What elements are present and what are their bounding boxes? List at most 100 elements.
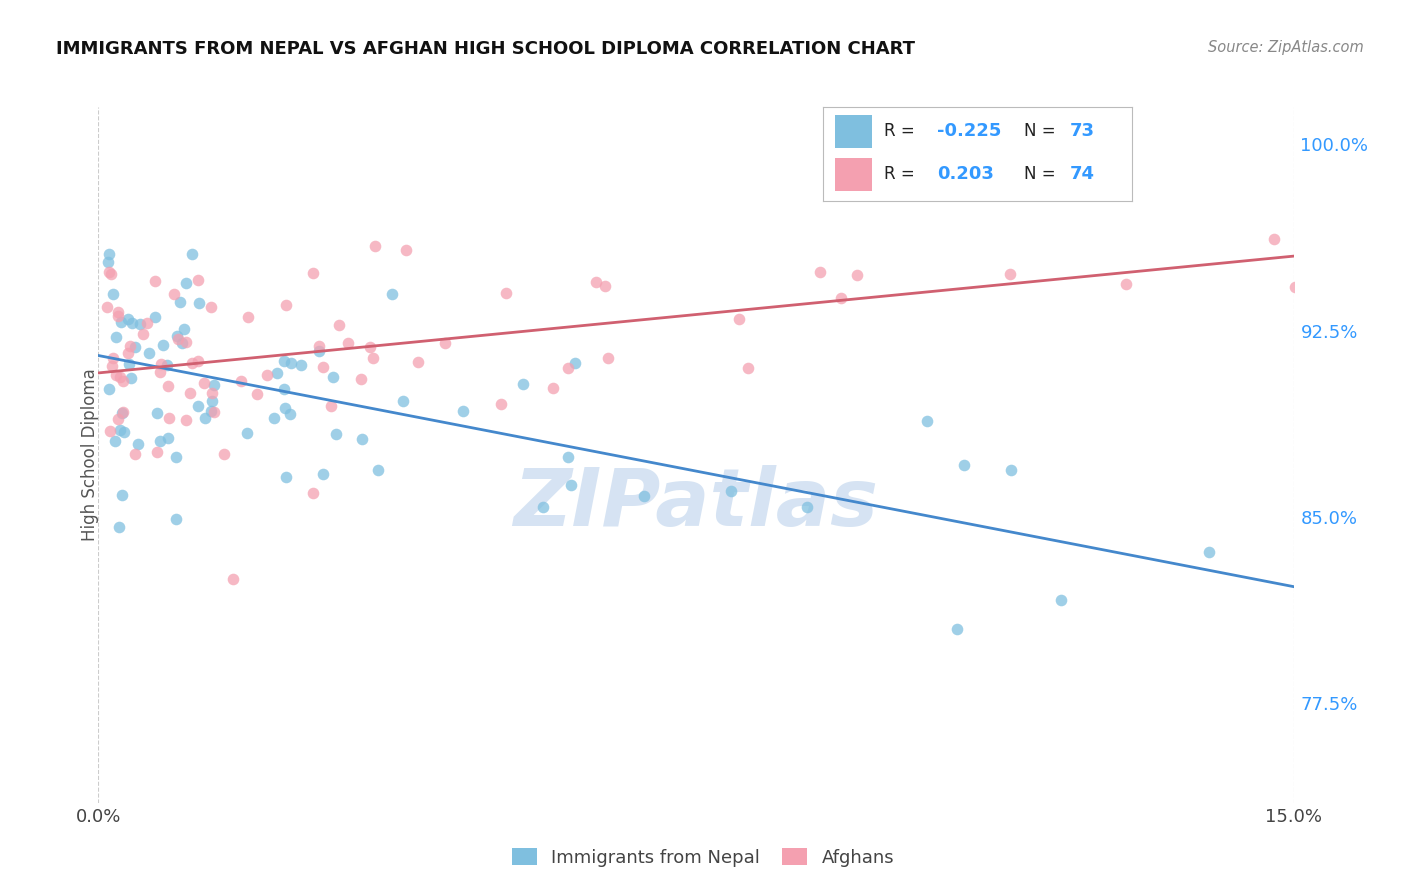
Point bbox=[491, 397, 513, 411]
Point bbox=[1000, 463, 1022, 477]
Point bbox=[302, 266, 325, 280]
Point bbox=[124, 340, 146, 354]
Point bbox=[350, 371, 373, 385]
Point bbox=[1284, 280, 1306, 294]
Point bbox=[512, 377, 534, 392]
Point bbox=[1050, 592, 1073, 607]
Text: R =: R = bbox=[884, 166, 925, 184]
Point bbox=[187, 273, 209, 287]
Point bbox=[193, 376, 215, 390]
Point bbox=[165, 450, 187, 464]
Point bbox=[107, 412, 129, 426]
Point bbox=[117, 312, 139, 326]
Text: 74: 74 bbox=[1070, 166, 1095, 184]
Point bbox=[112, 375, 135, 389]
Point bbox=[1000, 267, 1022, 281]
Point bbox=[352, 432, 374, 446]
Point bbox=[202, 405, 225, 419]
Point bbox=[406, 354, 429, 368]
Text: N =: N = bbox=[1024, 122, 1060, 140]
Point bbox=[308, 344, 330, 359]
Point bbox=[101, 351, 124, 365]
Point bbox=[395, 243, 418, 257]
Point bbox=[107, 520, 129, 534]
Point bbox=[143, 310, 166, 324]
Point bbox=[108, 370, 131, 384]
Point bbox=[236, 310, 259, 324]
Point bbox=[180, 247, 202, 261]
Point bbox=[633, 489, 655, 503]
Point bbox=[100, 268, 122, 282]
Point bbox=[105, 368, 128, 383]
Point bbox=[337, 335, 360, 350]
Point bbox=[98, 425, 121, 439]
Point bbox=[103, 286, 125, 301]
Point bbox=[163, 286, 186, 301]
Point bbox=[381, 286, 404, 301]
Point bbox=[585, 275, 607, 289]
Bar bbox=[835, 158, 872, 191]
Point bbox=[120, 370, 142, 384]
Point bbox=[325, 427, 347, 442]
Point bbox=[111, 488, 134, 502]
Point bbox=[541, 381, 564, 395]
Point bbox=[97, 246, 120, 260]
Point bbox=[121, 316, 143, 330]
Point bbox=[96, 300, 118, 314]
Point bbox=[150, 357, 173, 371]
Point bbox=[531, 500, 554, 515]
Point bbox=[952, 458, 974, 473]
Point bbox=[117, 346, 139, 360]
Point bbox=[433, 335, 456, 350]
Point bbox=[149, 365, 172, 379]
Point bbox=[111, 407, 134, 421]
Point bbox=[560, 478, 582, 492]
Point bbox=[328, 318, 350, 333]
Text: IMMIGRANTS FROM NEPAL VS AFGHAN HIGH SCHOOL DIPLOMA CORRELATION CHART: IMMIGRANTS FROM NEPAL VS AFGHAN HIGH SCH… bbox=[56, 40, 915, 58]
Bar bbox=[835, 114, 872, 148]
Point bbox=[124, 447, 146, 461]
Point bbox=[112, 425, 135, 440]
Point bbox=[231, 374, 253, 388]
Point bbox=[179, 386, 201, 401]
Point bbox=[946, 622, 969, 636]
Point bbox=[273, 382, 295, 396]
Point bbox=[149, 434, 172, 448]
Point bbox=[364, 238, 387, 252]
Point bbox=[1115, 277, 1137, 292]
Point bbox=[200, 404, 222, 418]
Point bbox=[564, 356, 586, 370]
Point bbox=[212, 446, 235, 460]
Point bbox=[301, 486, 323, 500]
Point bbox=[808, 265, 831, 279]
Point bbox=[593, 279, 616, 293]
Point bbox=[557, 450, 579, 465]
Point bbox=[127, 436, 149, 450]
Point bbox=[187, 354, 209, 368]
Point bbox=[104, 434, 127, 448]
Text: -0.225: -0.225 bbox=[936, 122, 1001, 140]
Point bbox=[845, 268, 868, 282]
Text: 73: 73 bbox=[1070, 122, 1095, 140]
Point bbox=[101, 359, 124, 374]
Point bbox=[143, 274, 166, 288]
Point bbox=[453, 404, 475, 418]
Point bbox=[256, 368, 278, 382]
Point bbox=[111, 405, 134, 419]
Point bbox=[146, 445, 169, 459]
Point bbox=[200, 300, 222, 314]
Point bbox=[107, 309, 129, 323]
Point bbox=[361, 351, 384, 366]
Point bbox=[221, 572, 243, 586]
Text: 0.203: 0.203 bbox=[936, 166, 994, 184]
Text: N =: N = bbox=[1024, 166, 1060, 184]
Point bbox=[169, 295, 191, 310]
Point bbox=[201, 385, 224, 400]
Point bbox=[915, 413, 938, 427]
Point bbox=[129, 318, 152, 332]
Point bbox=[274, 401, 297, 415]
Point bbox=[138, 345, 160, 359]
Point bbox=[246, 386, 269, 401]
Point bbox=[152, 337, 174, 351]
Point bbox=[110, 315, 132, 329]
